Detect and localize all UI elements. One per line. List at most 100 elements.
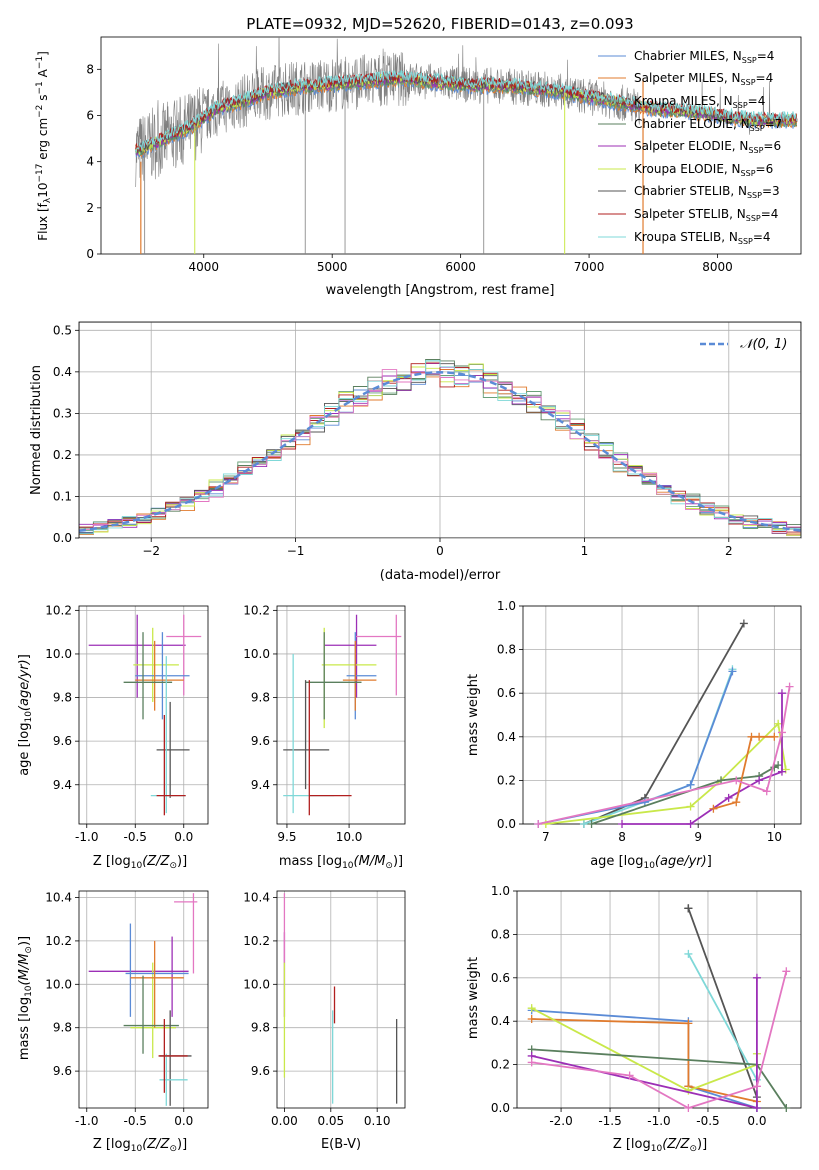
z-mass-xlabel: Z [log10(Z/Z⊙)] <box>93 1137 187 1154</box>
svg-text:Salpeter STELIB, NSSP=4: Salpeter STELIB, NSSP=4 <box>634 207 778 223</box>
x-tick-label: -2.0 <box>549 1114 572 1128</box>
mass-weight-marker <box>762 787 771 796</box>
x-tick-label: -1.5 <box>598 1114 621 1128</box>
mass-weight-marker <box>774 761 783 770</box>
mass-weight-marker <box>541 820 550 828</box>
residual-histograms <box>79 322 801 538</box>
z-massweight-xlabel: Z [log10(Z/Z⊙)] <box>613 1137 707 1154</box>
mass-weight-marker <box>527 1004 536 1013</box>
y-tick-label: 9.8 <box>53 1021 72 1035</box>
y-tick-label: 0.8 <box>497 643 516 657</box>
mass-weight-marker <box>618 820 627 828</box>
mass-weight-marker <box>640 798 649 807</box>
age-massweight-panel: 7 8 9 10 0.0 0.2 0.4 0.6 0.8 1.0 <box>497 599 802 844</box>
spectrum-xlabel: wavelength [Angstrom, rest frame] <box>326 283 555 298</box>
x-tick-label: 10 <box>767 830 782 844</box>
y-tick-label: 10.0 <box>45 977 72 991</box>
residual-ylabel: Normed distribution <box>29 365 44 495</box>
mass-weight-line <box>591 764 779 825</box>
x-tick-label: 0.0 <box>174 830 193 844</box>
mass-weight-line <box>687 953 758 1108</box>
y-tick-label: 1.0 <box>491 884 510 898</box>
age-massweight-ylabel: mass weight <box>466 674 481 756</box>
y-tick-label: 1.0 <box>497 599 516 613</box>
residual-histogram <box>79 369 801 534</box>
svg-text:Chabrier ELODIE, NSSP=7: Chabrier ELODIE, NSSP=7 <box>634 117 782 133</box>
y-tick-label: 10.4 <box>45 891 72 905</box>
y-tick-label: 0.2 <box>497 773 516 787</box>
x-tick-label: -1.0 <box>647 1114 670 1128</box>
mass-weight-marker <box>770 732 779 741</box>
y-tick-label: 9.6 <box>53 1064 72 1078</box>
axes-frame <box>276 605 406 825</box>
mass-weight-marker <box>739 619 748 628</box>
x-tick-label: 0.0 <box>174 1114 193 1128</box>
y-tick-label: 0.5 <box>53 323 72 337</box>
y-tick-label: 10.0 <box>45 647 72 661</box>
x-tick-label: 7 <box>542 830 550 844</box>
spectrum-ticks: 4000 5000 6000 7000 8000 0 2 4 6 8 <box>86 62 732 274</box>
y-tick-label: 10.4 <box>243 891 270 905</box>
legend-item-salpeter-miles: Salpeter MILES, NSSP=4 <box>598 71 773 87</box>
y-tick-label: 9.8 <box>53 691 72 705</box>
y-tick-label: 10.0 <box>243 647 270 661</box>
x-tick-label: 9 <box>694 830 702 844</box>
mass-weight-marker <box>684 1019 693 1028</box>
mass-weight-marker <box>755 776 764 785</box>
legend-item-chabrier-stelib: Chabrier STELIB, NSSP=3 <box>598 184 780 200</box>
figure-title: PLATE=0932, MJD=52620, FIBERID=0143, z=0… <box>246 15 633 33</box>
x-tick-label: 1 <box>581 544 589 558</box>
z-massweight-ylabel: mass weight <box>466 957 481 1039</box>
y-tick-label: 9.6 <box>53 734 72 748</box>
mass-weight-line <box>531 1018 758 1103</box>
x-tick-label: 0.00 <box>271 1114 298 1128</box>
svg-text:Salpeter MILES, NSSP=4: Salpeter MILES, NSSP=4 <box>634 71 773 87</box>
svg-text:Kroupa ELODIE, NSSP=6: Kroupa ELODIE, NSSP=6 <box>634 162 773 178</box>
ebv-mass-xlabel: E(B-V) <box>321 1137 361 1152</box>
x-tick-label: 9.5 <box>277 830 296 844</box>
residual-panel: −2 −1 0 1 2 0.0 0.1 0.2 0.3 0.4 0.5 (data-model)/e… <box>29 321 802 583</box>
y-tick-label: 8 <box>86 62 94 76</box>
mass-weight-marker <box>527 1015 536 1024</box>
y-tick-label: 10.2 <box>243 934 270 948</box>
y-tick-label: 0.6 <box>491 971 510 985</box>
mass-weight-marker <box>534 820 543 828</box>
x-tick-label: -0.5 <box>696 1114 719 1128</box>
y-tick-label: 9.4 <box>53 778 72 792</box>
mass-weight-marker <box>777 767 786 776</box>
z-mass-ylabel: mass [log10(M/M⊙)] <box>17 936 34 1060</box>
legend-item-salpeter-elodie: Salpeter ELODIE, NSSP=6 <box>598 139 781 155</box>
x-tick-label: 7000 <box>574 260 605 274</box>
legend-item-kroupa-stelib: Kroupa STELIB, NSSP=4 <box>598 230 771 246</box>
mass-weight-line <box>531 977 758 1110</box>
y-tick-label: 0.8 <box>491 927 510 941</box>
spectrum-legend: Chabrier MILES, NSSP=4 Salpeter MILES, N… <box>598 49 782 246</box>
mass-weight-marker <box>728 667 737 676</box>
x-tick-label: −1 <box>287 544 305 558</box>
z-mass-panel: -1.0 -0.5 0.0 9.6 9.8 10.0 10.2 10.4 <box>45 890 209 1128</box>
y-tick-label: 0.4 <box>491 1014 510 1028</box>
mass-weight-marker <box>684 1104 693 1112</box>
x-tick-label: 6000 <box>445 260 476 274</box>
mass-weight-marker <box>732 798 741 807</box>
svg-text:Chabrier STELIB, NSSP=3: Chabrier STELIB, NSSP=3 <box>634 184 780 200</box>
mass-weight-marker <box>724 793 733 802</box>
mass-age-panel: 9.5 10.0 9.4 9.6 9.8 10.0 10.2 <box>243 603 406 844</box>
legend-item-kroupa-elodie: Kroupa ELODIE, NSSP=6 <box>598 162 773 178</box>
spectrum-panel: 4000 5000 6000 7000 8000 0 2 4 6 8 wavelength [An… <box>35 36 802 298</box>
axes-frame <box>78 890 209 1109</box>
mass-weight-marker <box>752 1082 761 1091</box>
y-tick-label: 9.8 <box>251 1021 270 1035</box>
axes-frame <box>78 605 209 825</box>
axes-frame <box>276 890 406 1109</box>
z-massweight-panel: -2.0 -1.5 -1.0 -0.5 0.0 0.0 0.2 0.4 0.6 0.8 1.0 <box>491 884 802 1128</box>
spectrum-ylabel: Flux [fλ10−17 erg cm−2 s−1 A−1] <box>35 51 53 241</box>
y-tick-label: 9.6 <box>251 734 270 748</box>
mass-weight-marker <box>782 967 791 976</box>
y-tick-label: 9.8 <box>251 691 270 705</box>
mass-weight-marker <box>686 780 695 789</box>
x-tick-label: 0 <box>436 544 444 558</box>
y-tick-label: 0 <box>86 247 94 261</box>
x-tick-label: 10.0 <box>336 830 363 844</box>
normal-distribution-curve <box>79 371 801 532</box>
